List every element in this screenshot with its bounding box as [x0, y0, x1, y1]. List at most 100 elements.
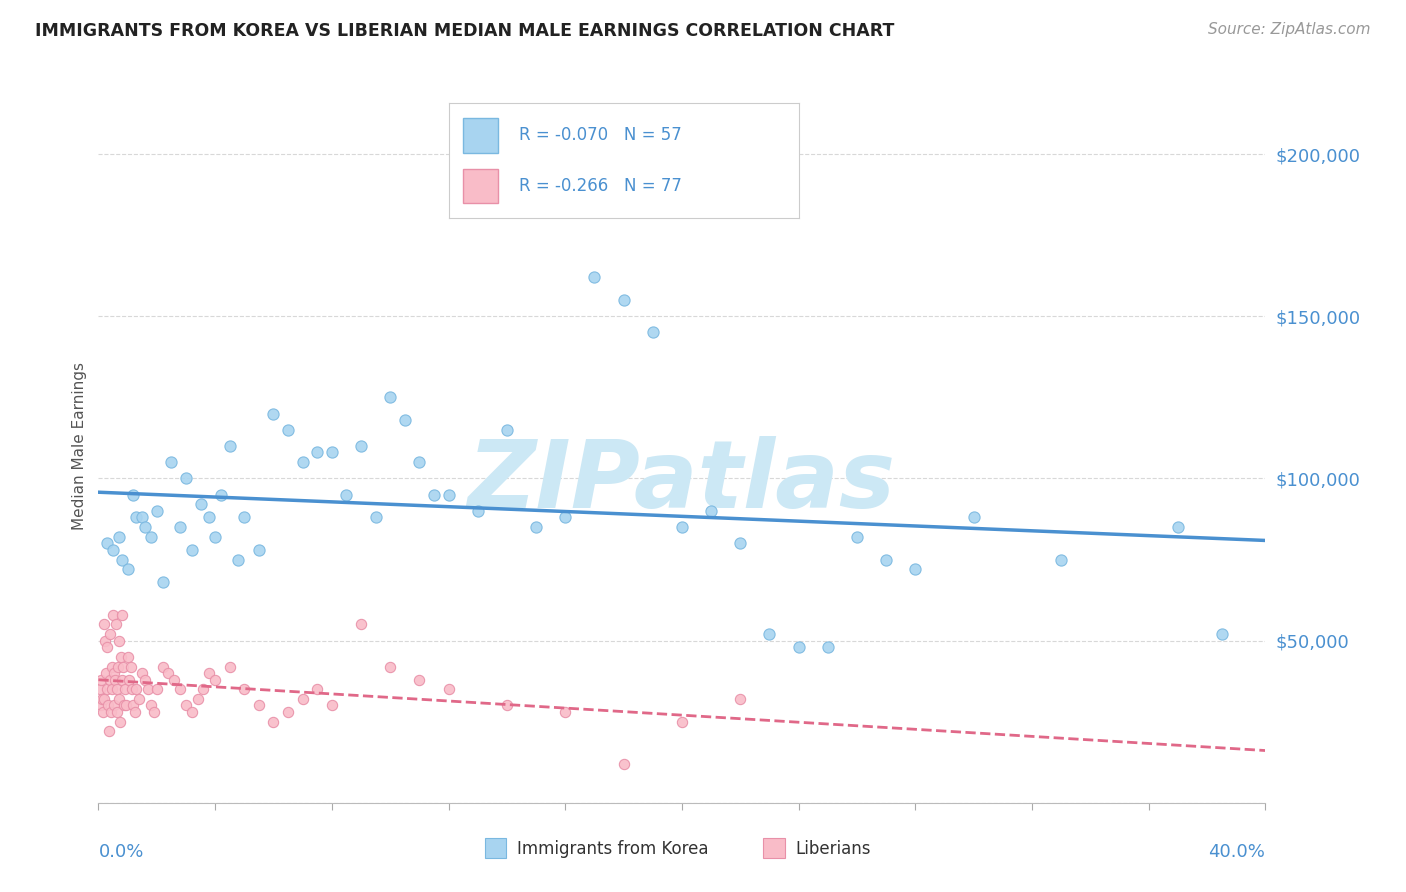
- Point: [125, 510, 148, 524]
- Point: [187, 692, 209, 706]
- Point: [139, 530, 162, 544]
- Point: [136, 682, 159, 697]
- Point: [139, 698, 162, 713]
- Point: [1211, 627, 1233, 641]
- Point: [321, 445, 343, 459]
- Point: [105, 682, 128, 697]
- Point: [364, 510, 387, 524]
- Point: [112, 659, 135, 673]
- Point: [125, 682, 148, 697]
- Point: [817, 640, 839, 654]
- Point: [554, 705, 576, 719]
- Point: [394, 413, 416, 427]
- Point: [787, 640, 810, 654]
- Point: [117, 649, 139, 664]
- Point: [90, 698, 112, 713]
- Point: [335, 488, 357, 502]
- Point: [103, 666, 125, 681]
- Point: [100, 705, 122, 719]
- Point: [277, 423, 299, 437]
- Point: [218, 439, 240, 453]
- Point: [233, 510, 256, 524]
- Point: [96, 536, 118, 550]
- Point: [97, 724, 120, 739]
- Point: [263, 407, 285, 421]
- Point: [124, 705, 146, 719]
- Point: [321, 698, 343, 713]
- Point: [496, 698, 519, 713]
- Point: [131, 666, 153, 681]
- Text: Liberians: Liberians: [796, 840, 872, 858]
- Point: [671, 520, 693, 534]
- Point: [218, 659, 240, 673]
- Point: [107, 659, 129, 673]
- Point: [93, 692, 115, 706]
- Point: [118, 673, 141, 687]
- Point: [671, 714, 693, 729]
- Point: [730, 536, 752, 550]
- Point: [108, 633, 131, 648]
- Point: [111, 673, 134, 687]
- Point: [101, 607, 124, 622]
- Point: [114, 682, 136, 697]
- Point: [131, 510, 153, 524]
- Text: ZIPatlas: ZIPatlas: [468, 435, 896, 528]
- Point: [228, 552, 250, 566]
- Point: [98, 673, 121, 687]
- Point: [101, 659, 124, 673]
- Point: [204, 530, 226, 544]
- Point: [152, 659, 174, 673]
- Point: [524, 520, 547, 534]
- Point: [198, 666, 221, 681]
- Point: [380, 390, 402, 404]
- Point: [121, 682, 143, 697]
- Point: [291, 455, 314, 469]
- Point: [94, 633, 117, 648]
- Point: [583, 270, 606, 285]
- Point: [190, 497, 212, 511]
- Point: [174, 471, 197, 485]
- Point: [350, 617, 373, 632]
- Point: [108, 692, 131, 706]
- Point: [408, 455, 430, 469]
- Point: [96, 682, 118, 697]
- Point: [1167, 520, 1189, 534]
- Point: [111, 552, 134, 566]
- Point: [120, 659, 142, 673]
- Point: [204, 673, 226, 687]
- Point: [350, 439, 373, 453]
- Point: [193, 682, 215, 697]
- Point: [277, 705, 299, 719]
- Point: [142, 705, 165, 719]
- Point: [613, 293, 636, 307]
- Point: [307, 682, 329, 697]
- Point: [758, 627, 780, 641]
- Point: [112, 698, 135, 713]
- Point: [496, 423, 519, 437]
- Point: [146, 504, 169, 518]
- Point: [613, 756, 636, 771]
- Point: [730, 692, 752, 706]
- Point: [93, 617, 115, 632]
- Point: [98, 627, 121, 641]
- Point: [94, 666, 117, 681]
- Point: [169, 520, 191, 534]
- Point: [174, 698, 197, 713]
- Point: [110, 714, 132, 729]
- Point: [962, 510, 984, 524]
- Point: [122, 698, 145, 713]
- Point: [90, 692, 112, 706]
- Text: Immigrants from Korea: Immigrants from Korea: [517, 840, 709, 858]
- Point: [152, 575, 174, 590]
- Point: [554, 510, 576, 524]
- Point: [115, 698, 138, 713]
- Point: [157, 666, 180, 681]
- Text: Source: ZipAtlas.com: Source: ZipAtlas.com: [1208, 22, 1371, 37]
- Point: [117, 562, 139, 576]
- Point: [408, 673, 430, 687]
- Point: [110, 649, 132, 664]
- Point: [169, 682, 191, 697]
- Point: [163, 673, 186, 687]
- Point: [96, 640, 118, 654]
- Point: [846, 530, 869, 544]
